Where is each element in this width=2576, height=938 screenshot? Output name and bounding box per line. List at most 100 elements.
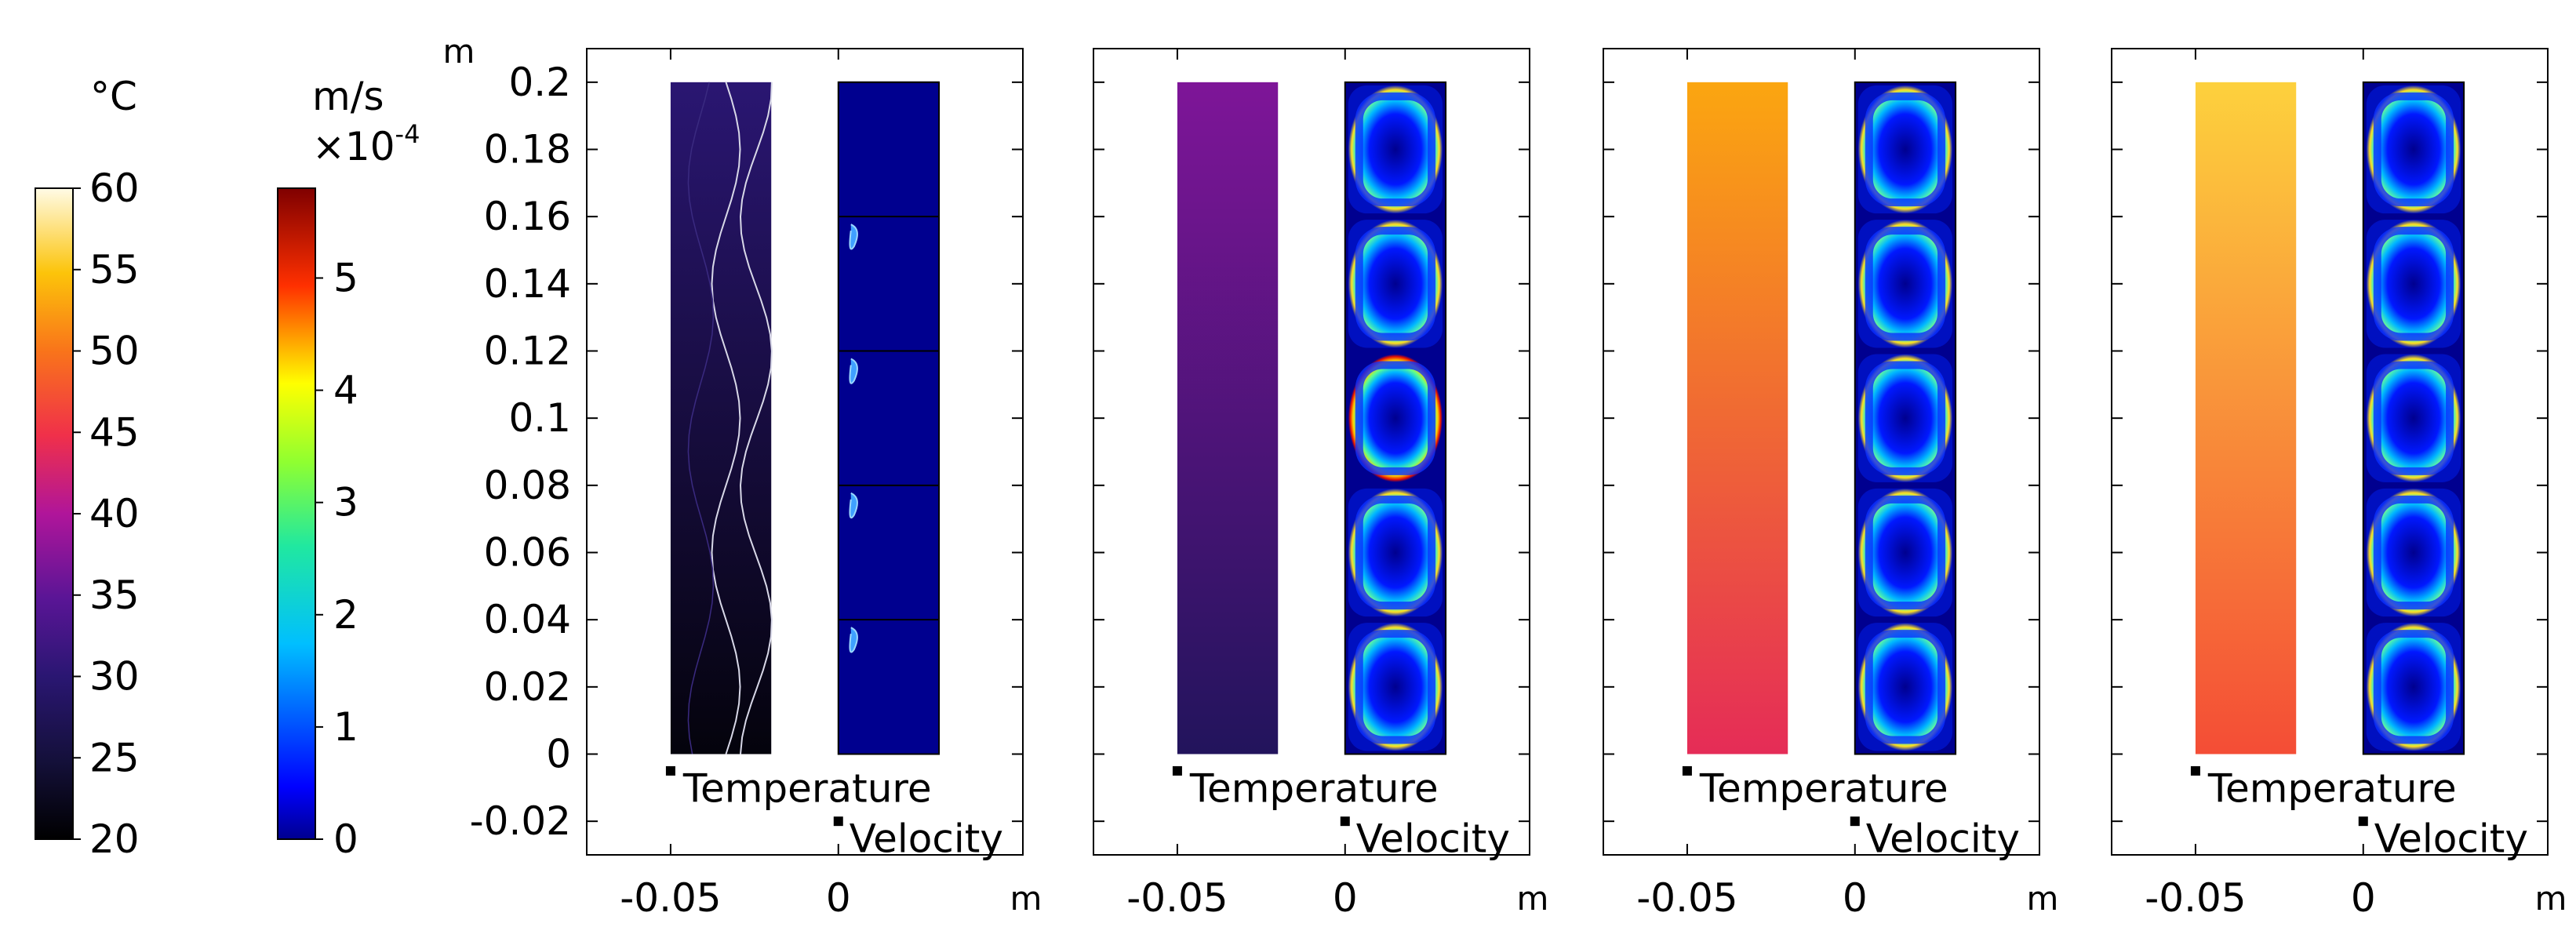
convection-cell [1348,220,1443,348]
temperature-label: Temperature [1699,765,1948,811]
x-axis-unit: m [1517,879,1549,918]
convection-cell-core [1865,361,1946,475]
x-tick-label: 0 [1333,875,1358,921]
temperature-colorbar-tick-label: 55 [89,247,140,293]
temperature-label-marker [2190,765,2200,776]
y-tick-label: -0.02 [470,798,571,844]
temperature-label: Temperature [1189,765,1439,811]
velocity-label: Velocity [2374,816,2528,862]
y-tick-label: 0.14 [484,261,571,307]
temperature-colorbar-tick-label: 30 [89,654,140,700]
temperature-colorbar-tick-label: 40 [89,491,140,536]
panel-frame [1603,48,2040,856]
velocity-colorbar: m/s×10-4 0 1 2 3 4 5 [277,74,420,862]
convection-cell-core [2373,495,2454,610]
x-tick-label: 0 [1843,875,1868,921]
convection-cell [1348,623,1443,751]
convection-cell-core [1355,227,1436,341]
temperature-field [1686,82,1788,754]
velocity-colorbar-tick-label: 5 [333,255,358,300]
temperature-field [1177,82,1279,754]
y-tick-label: 0.04 [484,597,571,642]
convection-cell [1348,488,1443,617]
convection-cell-core [1355,361,1436,475]
velocity-label-marker [1340,816,1350,827]
convection-cell-core [2373,227,2454,341]
velocity-field [837,81,941,755]
velocity-label-marker [1850,816,1860,827]
temperature-field [670,82,772,754]
convection-cell [2366,623,2461,751]
panel-4: -0.05 0 m Temperature Velocity [2111,48,2567,921]
convection-cell [2366,220,2461,348]
y-tick-label: 0 [546,732,571,777]
temperature-colorbar-tick-label: 50 [89,329,140,374]
y-tick-label: 0.2 [508,60,571,105]
temperature-colorbar-tick-label: 35 [89,573,140,618]
velocity-colorbar-tick-label: 3 [333,480,358,525]
convection-cell-core [1355,495,1436,610]
convection-cell-core [2373,92,2454,207]
convection-cell [2366,354,2461,482]
temperature-field [2195,82,2297,754]
velocity-plume [849,358,858,384]
panel-3: -0.05 0 m Temperature Velocity [1603,48,2058,921]
convection-cell [1857,623,1953,751]
velocity-label-marker [2358,816,2368,827]
velocity-colorbar-tick-label: 4 [333,368,358,413]
velocity-colorbar-multiplier: ×10-4 [312,119,420,169]
convection-cell-core [1865,495,1946,610]
convection-cell [1857,220,1953,348]
velocity-plume [849,492,858,519]
panel-2: -0.05 0 m Temperature Velocity [1093,48,1549,921]
panel-frame [586,48,1024,856]
panel-frame [2111,48,2549,856]
temperature-colorbar-gradient [35,187,74,840]
temperature-colorbar-tick-label: 20 [89,816,140,862]
y-tick-label: 0.12 [484,329,571,374]
convection-cell-core [1355,630,1436,744]
temperature-label-marker [1682,765,1692,776]
x-tick-label: 0 [826,875,851,921]
x-tick-label: 0 [2351,875,2376,921]
convection-cell [1857,488,1953,617]
temperature-label: Temperature [682,765,932,811]
temperature-colorbar: °C 20 25 30 35 40 45 50 55 60 [35,74,140,862]
y-tick-label: 0.02 [484,664,571,710]
velocity-label: Velocity [1866,816,2020,862]
convection-cell-core [1355,92,1436,207]
temperature-label-marker [1172,765,1182,776]
convection-cell-core [2373,361,2454,475]
velocity-label: Velocity [850,816,1003,862]
x-tick-label: -0.05 [620,875,721,921]
y-tick-label: 0.08 [484,463,571,508]
temperature-label-marker [665,765,675,776]
panel-frame [1093,48,1530,856]
x-tick-label: -0.05 [1636,875,1737,921]
velocity-label-marker [833,816,843,827]
x-tick-label: -0.05 [1126,875,1228,921]
velocity-plume [849,224,858,250]
isotherm-line [711,82,741,754]
velocity-colorbar-tick-label: 2 [333,592,358,638]
x-axis-unit: m [1010,879,1042,918]
velocity-colorbar-gradient [277,187,316,840]
convection-cell-core [1865,92,1946,207]
temperature-colorbar-tick-label: 25 [89,735,140,780]
velocity-colorbar-unit: m/s [312,74,384,119]
temperature-colorbar-tick-label: 60 [89,165,140,211]
isotherm-line [687,82,715,754]
convection-cell-core [1865,630,1946,744]
convection-cell [1857,354,1953,482]
y-tick-label: 0.1 [508,395,571,441]
x-tick-label: -0.05 [2145,875,2246,921]
isotherm-line [739,82,773,754]
velocity-colorbar-tick-label: 1 [333,704,358,750]
temperature-colorbar-tick-label: 45 [89,409,140,455]
y-tick-label: 0.06 [484,530,571,576]
x-axis-unit: m [2535,879,2567,918]
panel-1: -0.02 0 0.02 0.04 0.06 0.08 0.1 0.12 0.14 0.16 0.1… [470,48,1042,921]
velocity-label: Velocity [1356,816,1510,862]
convection-cell [1348,85,1443,214]
